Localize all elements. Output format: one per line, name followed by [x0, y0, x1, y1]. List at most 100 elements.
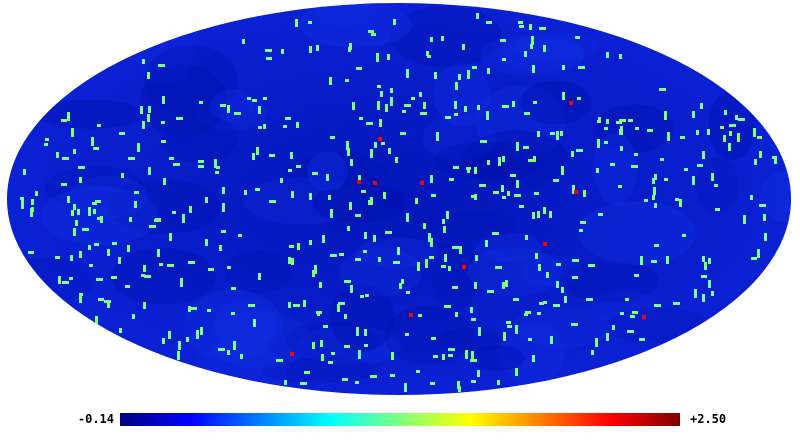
point-source: [326, 174, 329, 181]
point-source: [457, 381, 460, 389]
point-source: [283, 125, 287, 128]
point-source: [198, 160, 204, 163]
point-source: [172, 211, 176, 214]
point-source: [288, 257, 291, 264]
point-source: [446, 211, 449, 219]
point-source: [280, 178, 283, 183]
point-source: [487, 68, 490, 74]
point-source: [455, 312, 458, 317]
point-source: [370, 197, 373, 205]
point-source: [368, 200, 371, 205]
point-source: [363, 250, 367, 253]
point-source: [89, 264, 93, 267]
point-source: [425, 259, 428, 268]
point-source: [93, 147, 99, 150]
point-source: [129, 217, 132, 222]
point-source: [75, 220, 78, 226]
point-source: [253, 319, 256, 327]
point-source: [430, 37, 433, 42]
point-source: [471, 380, 476, 383]
point-source: [453, 166, 459, 169]
fluctuation-blob: [210, 89, 255, 122]
point-source: [316, 311, 322, 314]
point-source: [67, 112, 70, 121]
point-source: [359, 117, 363, 120]
point-source: [387, 54, 390, 60]
point-source: [162, 96, 165, 104]
point-source: [112, 242, 117, 245]
point-source: [538, 264, 541, 271]
point-source: [640, 256, 643, 265]
point-source: [338, 302, 345, 305]
point-source: [652, 178, 655, 184]
point-source: [479, 184, 486, 187]
point-source: [355, 381, 359, 384]
point-source: [470, 307, 473, 313]
point-source: [580, 221, 586, 224]
point-source: [430, 175, 433, 183]
fluctuation-blob: [512, 32, 600, 61]
point-source: [664, 111, 667, 120]
point-source: [390, 97, 393, 106]
point-source: [132, 314, 135, 319]
point-source: [434, 72, 437, 79]
point-source: [537, 211, 540, 218]
point-source: [238, 234, 242, 237]
point-source: [71, 210, 74, 216]
point-source: [258, 106, 261, 114]
point-source: [462, 44, 465, 50]
bright-point-source: [420, 181, 424, 185]
point-source: [62, 281, 69, 284]
point-source: [266, 57, 272, 60]
point-source: [476, 13, 479, 19]
point-source: [79, 177, 82, 183]
point-source: [330, 254, 337, 257]
point-source: [572, 276, 578, 279]
point-source: [543, 301, 547, 304]
point-source: [97, 124, 101, 127]
fluctuation-blob: [189, 340, 287, 395]
point-source: [513, 298, 519, 301]
point-source: [433, 355, 438, 358]
point-source: [537, 312, 541, 315]
point-source: [255, 188, 260, 191]
point-source: [696, 130, 699, 135]
point-source: [248, 304, 255, 307]
point-source: [759, 204, 766, 207]
point-source: [654, 244, 659, 247]
point-source: [502, 196, 506, 199]
point-source: [579, 229, 583, 232]
bright-point-source: [543, 242, 547, 246]
point-source: [344, 280, 351, 283]
point-source: [288, 169, 292, 172]
point-source: [347, 148, 350, 156]
point-source: [207, 309, 211, 312]
point-source: [561, 166, 564, 175]
point-source: [159, 263, 163, 266]
point-source: [94, 243, 99, 246]
point-source: [571, 323, 578, 326]
point-source: [67, 196, 70, 203]
point-source: [583, 190, 586, 197]
point-source: [480, 140, 487, 143]
point-source: [711, 173, 714, 181]
point-source: [535, 253, 538, 259]
point-source: [107, 301, 110, 308]
colorbar-gradient: [120, 413, 680, 426]
point-source: [534, 192, 539, 195]
point-source: [219, 245, 222, 251]
point-source: [525, 311, 531, 314]
point-source: [205, 197, 208, 203]
point-source: [339, 253, 344, 256]
point-source: [405, 333, 409, 336]
point-source: [180, 278, 183, 287]
point-source: [442, 219, 445, 224]
point-source: [586, 298, 593, 301]
point-source: [702, 294, 705, 302]
point-source: [515, 325, 518, 334]
point-source: [707, 129, 710, 135]
point-source: [539, 27, 546, 30]
point-source: [654, 203, 657, 208]
point-source: [519, 205, 524, 208]
point-source: [631, 165, 638, 168]
